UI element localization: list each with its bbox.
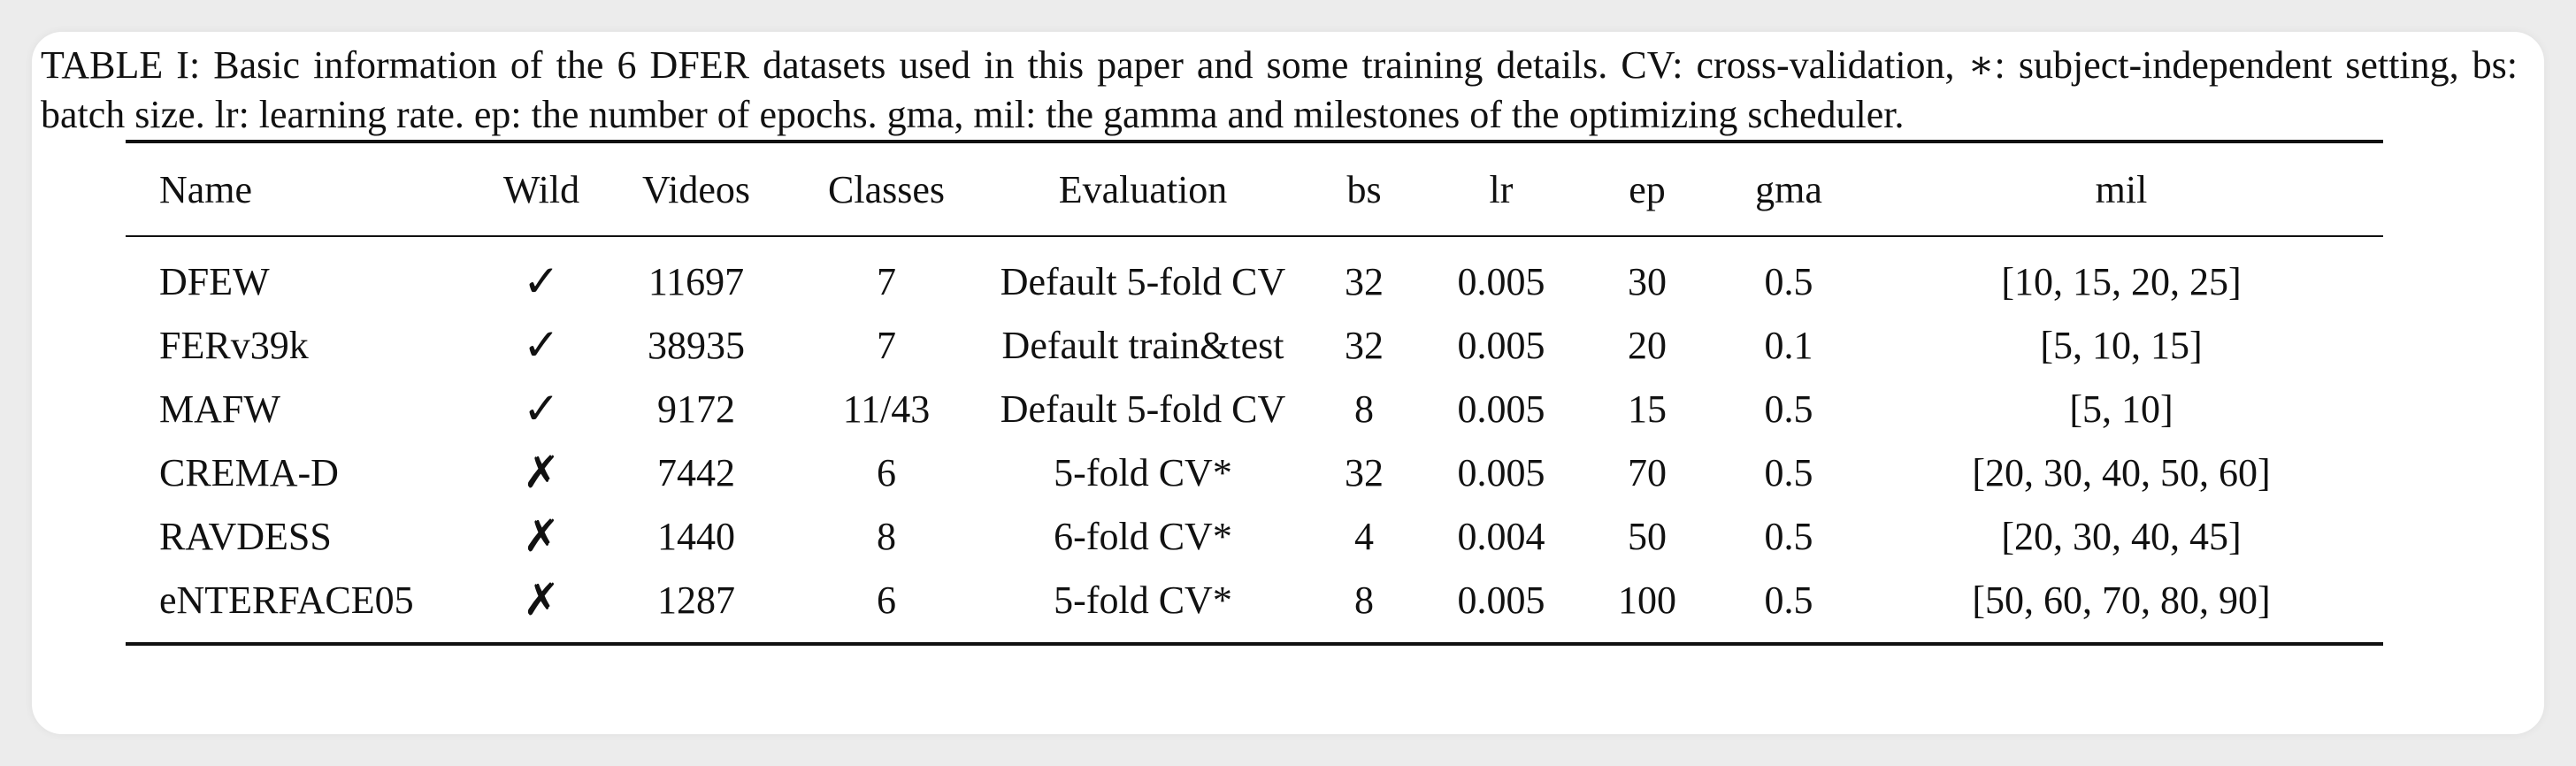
cell-name: MAFW [159, 387, 280, 431]
cell-name: DFEW [159, 259, 270, 303]
cell-ep: 70 [1628, 450, 1667, 494]
header-bs: bs [1346, 167, 1382, 211]
cell-bs: 32 [1345, 323, 1384, 367]
table-caption: TABLE I: Basic information of the 6 DFER… [41, 43, 2518, 136]
cell-lr: 0.005 [1457, 387, 1545, 431]
header-videos: Videos [641, 167, 750, 211]
cell-name: RAVDESS [159, 514, 332, 558]
table-bottom-rule [126, 642, 2383, 646]
cell-classes: 6 [877, 450, 896, 494]
cell-gma: 0.1 [1764, 323, 1813, 367]
table-row: eNTERFACE05 ✗ 1287 6 5-fold CV* 8 0.005 … [126, 568, 2383, 642]
cross-mark-icon: ✗ [523, 447, 560, 498]
cell-ep: 50 [1628, 514, 1667, 558]
cell-lr: 0.005 [1457, 450, 1545, 494]
table-header-row: Name Wild Videos Classes Evaluation bs l… [126, 143, 2383, 235]
cell-bs: 8 [1354, 387, 1374, 431]
cell-lr: 0.005 [1457, 259, 1545, 303]
cell-lr: 0.005 [1457, 578, 1545, 622]
cell-videos: 1287 [657, 578, 735, 622]
cell-videos: 9172 [657, 387, 735, 431]
header-ep: ep [1629, 167, 1666, 211]
dataset-table-container: Name Wild Videos Classes Evaluation bs l… [126, 140, 2383, 646]
cell-evaluation: 5-fold CV* [1054, 450, 1232, 494]
cell-videos: 7442 [657, 450, 735, 494]
cell-gma: 0.5 [1764, 514, 1813, 558]
table-row: DFEW ✓ 11697 7 Default 5-fold CV 32 0.00… [126, 237, 2383, 313]
header-mil: mil [2095, 167, 2148, 211]
cell-evaluation: Default 5-fold CV [1000, 387, 1286, 431]
table-row: CREMA-D ✗ 7442 6 5-fold CV* 32 0.005 70 … [126, 440, 2383, 504]
header-lr: lr [1489, 167, 1514, 211]
cell-bs: 32 [1345, 259, 1384, 303]
cell-evaluation: Default 5-fold CV [1000, 259, 1286, 303]
cell-classes: 11/43 [842, 387, 931, 431]
cell-name: FERv39k [159, 323, 309, 367]
cell-videos: 11697 [648, 259, 745, 303]
dataset-table: Name Wild Videos Classes Evaluation bs l… [126, 143, 2383, 642]
cell-bs: 8 [1354, 578, 1374, 622]
cell-classes: 8 [877, 514, 896, 558]
header-wild: Wild [502, 167, 580, 211]
checkmark-icon: ✓ [523, 383, 560, 434]
checkmark-icon: ✓ [523, 256, 560, 307]
cell-evaluation: 6-fold CV* [1054, 514, 1232, 558]
cell-mil: [5, 10, 15] [2040, 323, 2203, 367]
cell-gma: 0.5 [1764, 259, 1813, 303]
cell-name: eNTERFACE05 [159, 578, 414, 622]
cell-lr: 0.004 [1457, 514, 1545, 558]
cell-bs: 32 [1345, 450, 1384, 494]
cell-videos: 38935 [648, 323, 745, 367]
cell-lr: 0.005 [1457, 323, 1545, 367]
table-top-rule [126, 140, 2383, 143]
header-name: Name [159, 167, 253, 211]
cell-evaluation: Default train&test [1001, 323, 1284, 367]
checkmark-icon: ✓ [523, 319, 560, 371]
table-header-rule [126, 235, 2383, 237]
cell-gma: 0.5 [1764, 450, 1813, 494]
cell-ep: 30 [1628, 259, 1667, 303]
cell-ep: 15 [1628, 387, 1667, 431]
header-classes: Classes [828, 167, 945, 211]
cell-mil: [20, 30, 40, 50, 60] [1972, 450, 2271, 494]
paper-card [32, 32, 2544, 734]
cell-mil: [20, 30, 40, 45] [2001, 514, 2242, 558]
table-row: FERv39k ✓ 38935 7 Default train&test 32 … [126, 313, 2383, 377]
cell-gma: 0.5 [1764, 387, 1813, 431]
cell-classes: 7 [877, 259, 896, 303]
cell-classes: 6 [877, 578, 896, 622]
cell-evaluation: 5-fold CV* [1054, 578, 1232, 622]
table-row: MAFW ✓ 9172 11/43 Default 5-fold CV 8 0.… [126, 377, 2383, 440]
cell-mil: [50, 60, 70, 80, 90] [1972, 578, 2271, 622]
cross-mark-icon: ✗ [523, 574, 560, 625]
cell-classes: 7 [877, 323, 896, 367]
cell-videos: 1440 [657, 514, 735, 558]
cell-bs: 4 [1354, 514, 1374, 558]
cell-ep: 20 [1628, 323, 1667, 367]
cell-mil: [5, 10] [2069, 387, 2174, 431]
cell-name: CREMA-D [159, 450, 339, 494]
cross-mark-icon: ✗ [523, 510, 560, 562]
cell-ep: 100 [1618, 578, 1676, 622]
cell-gma: 0.5 [1764, 578, 1813, 622]
header-evaluation: Evaluation [1058, 167, 1228, 211]
header-gma: gma [1755, 167, 1822, 211]
table-row: RAVDESS ✗ 1440 8 6-fold CV* 4 0.004 50 0… [126, 504, 2383, 568]
cell-mil: [10, 15, 20, 25] [2001, 259, 2242, 303]
